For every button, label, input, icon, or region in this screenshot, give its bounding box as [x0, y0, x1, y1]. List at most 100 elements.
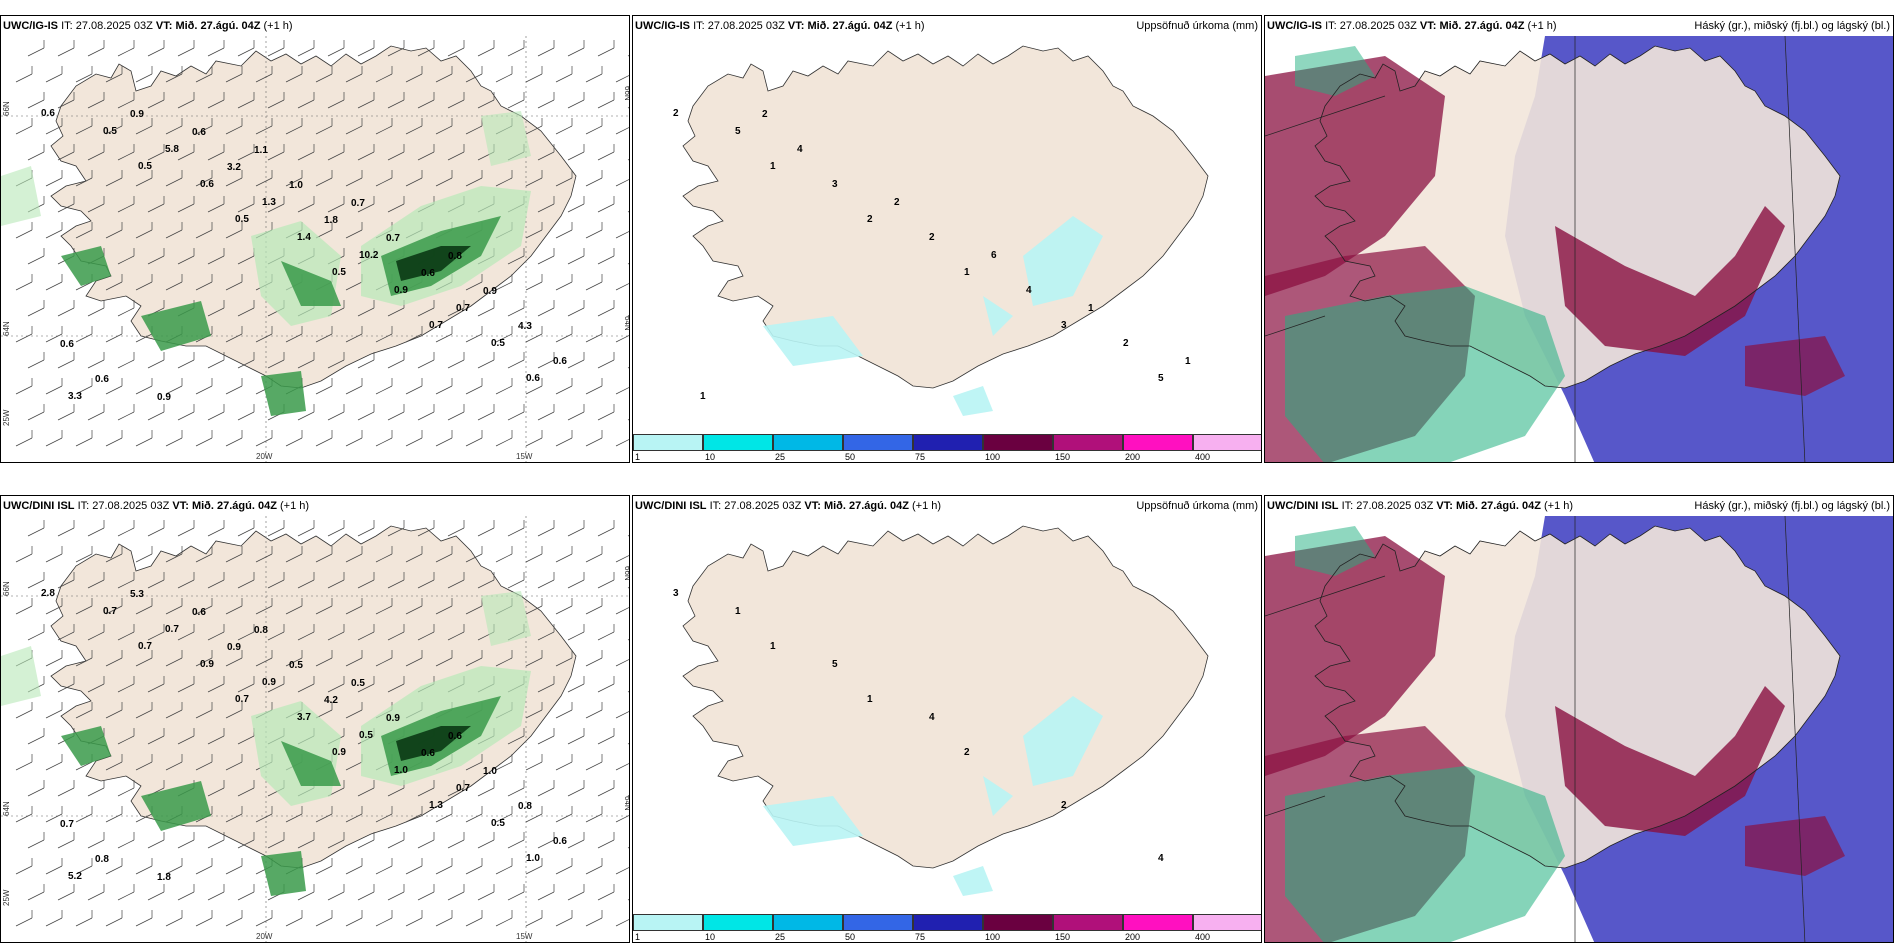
- wind-barb: [417, 520, 435, 537]
- wind-barb: [507, 248, 525, 265]
- value-label: 4: [797, 144, 803, 155]
- wind-barb: [87, 196, 105, 213]
- wind-barb: [327, 144, 345, 161]
- wind-barb: [225, 702, 243, 719]
- vt-label: VT:: [787, 20, 805, 32]
- wind-barb: [237, 676, 255, 693]
- value-label: 1: [700, 391, 706, 402]
- value-label: 0.7: [103, 606, 117, 617]
- wind-barb: [195, 118, 213, 135]
- wind-barb: [105, 170, 123, 187]
- wind-barb: [555, 326, 573, 343]
- value-label: 4: [1158, 853, 1164, 864]
- wind-barb: [327, 572, 345, 589]
- wind-barb: [477, 884, 495, 901]
- wind-barb: [597, 40, 615, 57]
- wind-barb: [597, 144, 615, 161]
- wind-barb: [237, 572, 255, 589]
- value-label: 3: [1061, 320, 1067, 331]
- wind-barb: [357, 520, 375, 537]
- wind-barb: [537, 300, 555, 317]
- high-cloud-area: [1285, 286, 1565, 462]
- precip-area: [1, 166, 41, 226]
- it-label: IT:: [1341, 500, 1354, 512]
- wind-barb: [225, 222, 243, 239]
- value-label: 0.7: [60, 819, 74, 830]
- precip-area: [983, 776, 1013, 816]
- wind-barb: [147, 248, 165, 265]
- wind-barb: [495, 806, 513, 823]
- wind-barb: [75, 66, 93, 83]
- wind-barb: [555, 754, 573, 771]
- wind-barb: [567, 40, 585, 57]
- wind-barb: [525, 598, 543, 615]
- value-label: 2: [894, 197, 900, 208]
- wind-barb: [27, 144, 45, 161]
- value-label: 1.4: [297, 232, 311, 243]
- wind-barb: [255, 430, 273, 447]
- colorbar-tick: 400: [1195, 932, 1211, 942]
- wind-barb: [567, 676, 585, 693]
- wind-barb: [567, 624, 585, 641]
- colorbar-tick: 200: [1125, 932, 1141, 942]
- wind-barb: [57, 572, 75, 589]
- colorbar-tick: 50: [845, 932, 856, 942]
- lead-time: (+1 h): [895, 20, 925, 32]
- wind-barb: [327, 624, 345, 641]
- map-canvas: 3 1 1 2 2 4 1 5 4: [633, 516, 1261, 942]
- wind-barb: [525, 806, 543, 823]
- wind-barb: [87, 352, 105, 369]
- value-label: 2: [964, 747, 970, 758]
- wind-barb: [477, 92, 495, 109]
- wind-barb: [495, 858, 513, 875]
- value-label: 2: [1061, 800, 1067, 811]
- wind-barb: [135, 118, 153, 135]
- model-title: UWC/DINI ISL: [3, 500, 75, 512]
- wind-barb: [225, 378, 243, 395]
- wind-barb: [345, 170, 363, 187]
- wind-barb: [27, 780, 45, 797]
- colorbar-tick: 400: [1195, 452, 1211, 462]
- wind-barb: [27, 832, 45, 849]
- wind-barb: [537, 404, 555, 421]
- wind-barb: [207, 352, 225, 369]
- wind-barb: [15, 598, 33, 615]
- wind-barb: [537, 196, 555, 213]
- wind-barb: [615, 867, 629, 875]
- wind-barb: [597, 676, 615, 693]
- wind-barb: [267, 40, 285, 57]
- wind-barb: [507, 300, 525, 317]
- precip-area: [141, 301, 211, 351]
- wind-barb: [597, 520, 615, 537]
- wind-barb: [45, 858, 63, 875]
- wind-barb: [525, 910, 543, 927]
- wind-barb: [165, 910, 183, 927]
- land-area: [50, 525, 577, 869]
- wind-barb: [147, 624, 165, 641]
- model-title: UWC/IG-IS: [1267, 20, 1322, 32]
- wind-barb: [15, 66, 33, 83]
- wind-barb: [495, 66, 513, 83]
- wind-barb: [555, 598, 573, 615]
- land-area: [682, 45, 1209, 389]
- lat-label: 64N: [623, 796, 630, 811]
- wind-barb: [45, 754, 63, 771]
- wind-barb: [615, 555, 629, 563]
- wind-barb: [357, 300, 375, 317]
- wind-barb: [87, 676, 105, 693]
- value-label: 0.9: [227, 642, 241, 653]
- wind-barb: [345, 378, 363, 395]
- wind-barb: [315, 170, 333, 187]
- wind-barb: [417, 92, 435, 109]
- wind-barb: [507, 832, 525, 849]
- wind-barb: [447, 624, 465, 641]
- wind-barb: [405, 430, 423, 447]
- wind-barb: [15, 858, 33, 875]
- wind-barb: [57, 520, 75, 537]
- wind-barb: [507, 352, 525, 369]
- wind-barb: [585, 598, 603, 615]
- precip-area: [763, 796, 863, 846]
- lat-label: 25W: [2, 409, 11, 426]
- product-title: Háský (gr.), miðský (fj.bl.) og lágský (…: [1694, 20, 1890, 32]
- panel-header: UWC/IG-IS IT: 27.08.2025 03Z VT: Mið. 27…: [635, 20, 925, 32]
